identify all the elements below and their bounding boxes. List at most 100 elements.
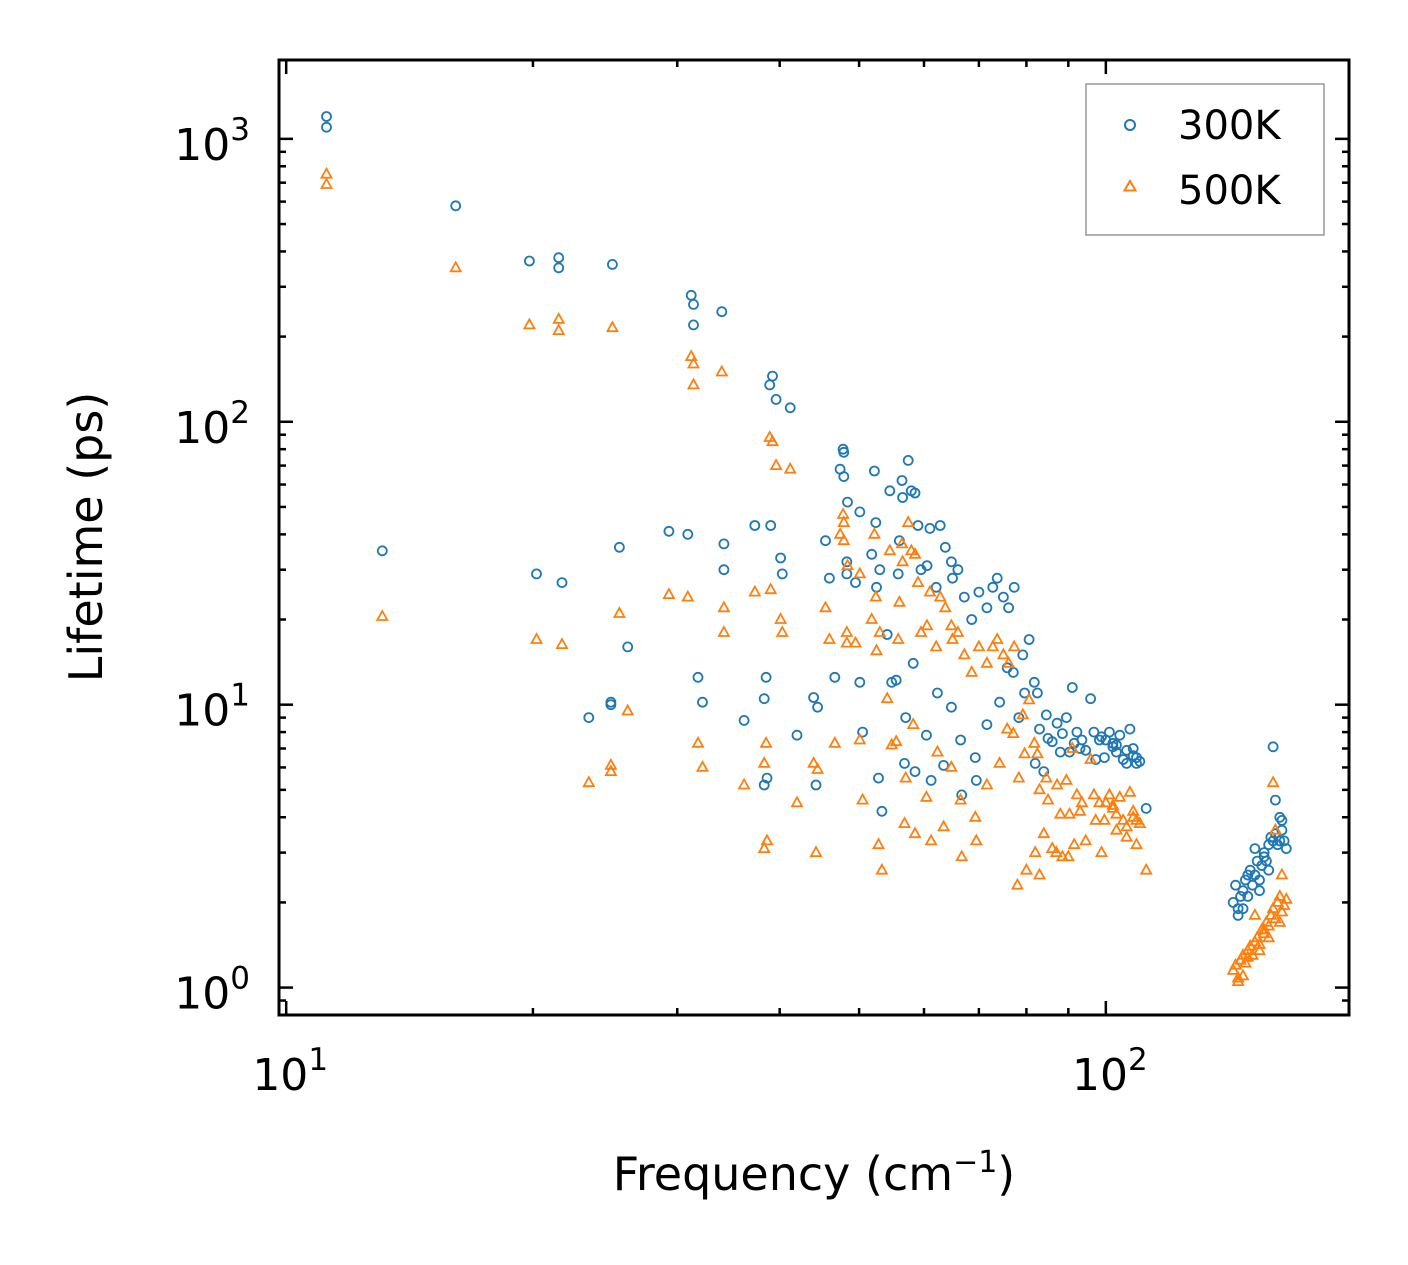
data-point-300k — [1051, 717, 1063, 729]
data-point-500k — [1126, 809, 1140, 822]
data-point-500k — [908, 546, 922, 559]
data-point-300k — [718, 564, 730, 576]
x-tick-label: 102 — [1072, 1042, 1148, 1101]
data-point-500k — [529, 632, 544, 644]
data-point-300k — [1270, 794, 1281, 806]
data-point-300k — [921, 729, 932, 741]
data-point-300k — [761, 772, 773, 784]
data-point-500k — [1000, 721, 1014, 734]
data-point-500k — [957, 647, 971, 660]
data-point-500k — [1109, 806, 1123, 819]
data-point-300k — [1085, 693, 1096, 705]
data-point-300k — [909, 487, 921, 499]
data-point-500k — [980, 777, 994, 790]
data-point-500k — [604, 764, 618, 776]
data-point-500k — [1053, 806, 1067, 819]
data-point-500k — [612, 606, 626, 618]
data-point-300k — [981, 719, 993, 730]
data-point-500k — [604, 758, 618, 770]
data-point-500k — [449, 260, 463, 273]
data-point-300k — [758, 779, 770, 791]
data-point-500k — [951, 625, 965, 637]
data-point-500k — [1061, 849, 1075, 862]
data-point-500k — [822, 632, 836, 644]
data-point-500k — [1097, 813, 1111, 825]
legend-label-500k: 500K — [1178, 168, 1282, 214]
data-point-300k — [1232, 903, 1244, 915]
data-point-500k — [1252, 937, 1267, 949]
data-point-500k — [1106, 801, 1120, 813]
data-point-500k — [840, 558, 855, 571]
data-point-300k — [966, 614, 978, 625]
data-point-500k — [1120, 829, 1134, 842]
data-point-300k — [987, 581, 999, 593]
data-point-300k — [1003, 602, 1014, 614]
data-point-500k — [1257, 922, 1271, 935]
data-point-500k — [930, 744, 944, 757]
data-point-500k — [1102, 787, 1116, 800]
data-point-500k — [1273, 889, 1287, 901]
data-point-300k — [767, 370, 778, 382]
data-point-500k — [748, 584, 762, 597]
data-point-300k — [1034, 723, 1045, 735]
data-point-300k — [1023, 634, 1035, 645]
data-point-300k — [1232, 910, 1244, 921]
data-point-500k — [1050, 777, 1064, 790]
data-point-300k — [1242, 869, 1254, 881]
data-point-500k — [375, 609, 389, 621]
data-point-300k — [869, 465, 880, 477]
data-point-500k — [883, 543, 897, 556]
data-point-500k — [1129, 837, 1144, 850]
data-point-500k — [783, 461, 797, 474]
data-point-500k — [873, 625, 887, 637]
data-point-500k — [965, 665, 979, 677]
data-point-500k — [914, 625, 928, 637]
data-point-500k — [1109, 822, 1123, 835]
data-point-300k — [1029, 758, 1041, 769]
data-point-300k — [1280, 843, 1292, 854]
data-point-300k — [791, 729, 803, 741]
data-point-500k — [1123, 784, 1137, 797]
data-point-500k — [1027, 735, 1041, 748]
data-point-300k — [900, 712, 912, 723]
data-point-500k — [899, 770, 913, 783]
legend: 300K 500K — [1085, 83, 1325, 236]
data-point-500k — [686, 356, 701, 369]
data-point-300k — [321, 111, 332, 122]
data-point-300k — [749, 520, 761, 531]
data-point-500k — [319, 177, 334, 189]
data-point-500k — [1041, 792, 1055, 805]
data-point-500k — [996, 647, 1010, 660]
data-point-300k — [973, 586, 985, 598]
data-point-300k — [1240, 874, 1251, 886]
data-point-500k — [1037, 826, 1051, 839]
data-point-500k — [1238, 955, 1252, 968]
data-point-500k — [737, 777, 751, 790]
data-point-500k — [1094, 845, 1109, 857]
data-point-500k — [955, 849, 969, 862]
data-point-500k — [853, 566, 867, 579]
data-point-500k — [972, 639, 986, 652]
data-point-300k — [810, 779, 822, 791]
data-point-300k — [969, 752, 981, 763]
data-point-300k — [956, 789, 968, 801]
data-point-300k — [688, 319, 699, 331]
data-point-300k — [1008, 581, 1020, 593]
data-point-500k — [889, 734, 903, 747]
data-point-300k — [1028, 676, 1040, 688]
data-point-500k — [1022, 692, 1036, 705]
data-point-300k — [718, 538, 730, 550]
data-point-300k — [1267, 741, 1279, 753]
data-point-500k — [848, 635, 863, 648]
data-point-300k — [1121, 744, 1132, 756]
data-point-300k — [874, 564, 886, 576]
data-point-500k — [968, 809, 982, 822]
data-point-500k — [717, 600, 731, 613]
data-point-300k — [784, 402, 796, 414]
data-point-500k — [1073, 803, 1087, 816]
data-point-500k — [880, 691, 894, 704]
data-point-300k — [716, 306, 728, 318]
data-point-300k — [955, 734, 966, 746]
data-point-500k — [552, 312, 566, 324]
